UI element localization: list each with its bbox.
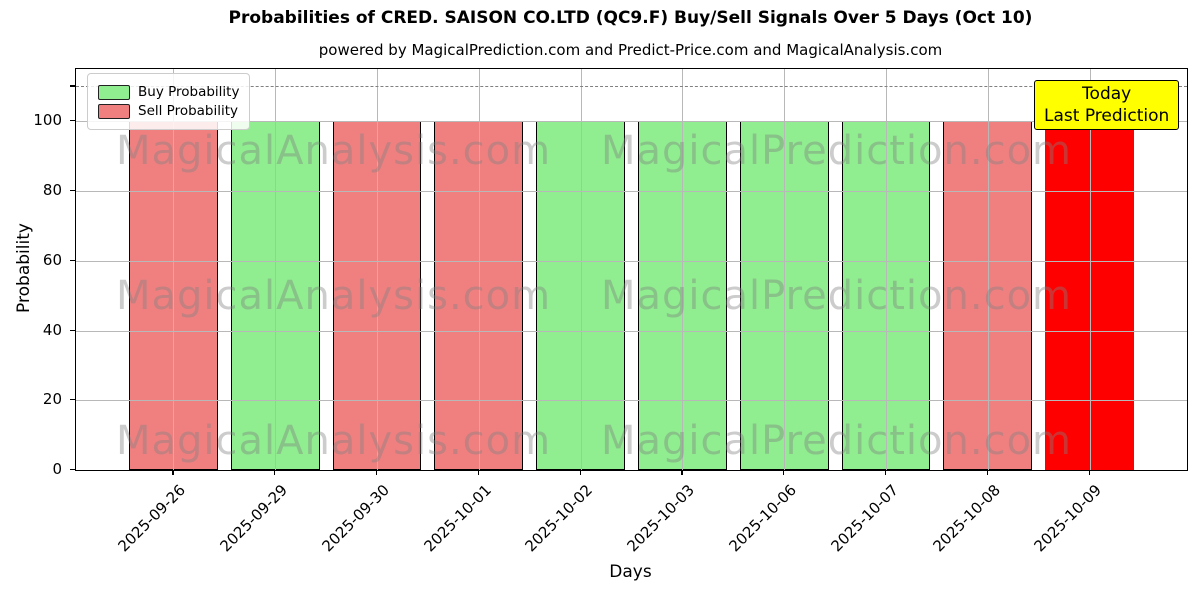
chart-subtitle: powered by MagicalPrediction.com and Pre… xyxy=(318,41,943,59)
legend-swatch-sell xyxy=(98,103,130,119)
gridline-horizontal-60 xyxy=(76,260,1187,262)
gridline-horizontal-40 xyxy=(76,330,1187,332)
y-tick-label-20: 20 xyxy=(42,390,62,409)
y-tick-mark-100 xyxy=(70,120,75,122)
y-tick-mark-0 xyxy=(70,469,75,471)
legend: Buy Probability Sell Probability xyxy=(87,73,251,130)
x-tick-mark-2025-10-01 xyxy=(477,470,479,475)
bar-2025-10-09 xyxy=(1045,121,1134,470)
gridline-vertical-2025-10-06 xyxy=(784,69,786,470)
gridline-vertical-2025-09-29 xyxy=(275,69,277,470)
x-tick-mark-2025-10-06 xyxy=(783,470,785,475)
x-tick-label-text: 2025-09-30 xyxy=(318,481,393,556)
legend-label-buy: Buy Probability xyxy=(138,84,240,100)
bar-2025-09-30 xyxy=(332,121,422,470)
x-tick-mark-2025-10-07 xyxy=(885,470,887,475)
y-tick-label-100: 100 xyxy=(33,111,62,130)
annotation-line-2: Last Prediction xyxy=(1044,106,1170,127)
y-tick-mark-110 xyxy=(70,85,75,87)
legend-entry-buy: Buy Probability xyxy=(98,84,239,100)
bar-2025-10-01 xyxy=(434,121,524,470)
x-tick-label-text: 2025-10-07 xyxy=(827,481,902,556)
x-tick-label-text: 2025-10-02 xyxy=(521,481,597,556)
x-tick-label-text: 2025-10-06 xyxy=(725,481,800,556)
y-tick-label-0: 0 xyxy=(52,460,62,478)
gridline-vertical-2025-10-03 xyxy=(682,69,684,470)
y-tick-mark-80 xyxy=(70,190,75,192)
x-tick-label-text: 2025-10-08 xyxy=(929,481,1004,556)
y-tick-mark-20 xyxy=(70,399,75,401)
x-tick-mark-2025-09-29 xyxy=(274,470,276,475)
x-tick-label-text: 2025-09-29 xyxy=(216,481,291,556)
gridline-vertical-2025-09-30 xyxy=(377,69,378,470)
x-tick-mark-2025-09-30 xyxy=(376,470,378,475)
y-tick-mark-40 xyxy=(70,329,75,331)
x-tick-mark-2025-10-02 xyxy=(579,470,581,475)
today-annotation-box: Today Last Prediction xyxy=(1034,80,1180,131)
gridline-vertical-2025-09-26 xyxy=(173,69,175,470)
legend-entry-sell: Sell Probability xyxy=(98,103,239,119)
gridline-horizontal-100 xyxy=(76,121,1187,123)
y-tick-label-40: 40 xyxy=(42,320,62,339)
gridline-vertical-2025-10-01 xyxy=(478,69,480,470)
gridline-horizontal-20 xyxy=(76,400,1187,402)
threshold-dashed-line xyxy=(76,86,1187,88)
x-tick-mark-2025-10-09 xyxy=(1088,470,1090,475)
x-tick-mark-2025-09-26 xyxy=(172,470,174,475)
x-axis-label: Days xyxy=(609,562,652,582)
gridline-vertical-2025-10-08 xyxy=(987,69,989,470)
gridline-vertical-2025-10-09 xyxy=(1089,69,1091,470)
chart-title: Probabilities of CRED. SAISON CO.LTD (QC… xyxy=(228,8,1033,28)
x-tick-label-text: 2025-10-09 xyxy=(1030,481,1106,556)
bar-2025-10-02 xyxy=(536,121,625,470)
x-tick-mark-2025-10-08 xyxy=(986,470,988,475)
gridline-vertical-2025-10-02 xyxy=(580,69,582,470)
legend-swatch-buy xyxy=(98,84,130,100)
gridline-horizontal-80 xyxy=(76,191,1187,193)
gridline-vertical-2025-10-07 xyxy=(886,69,887,470)
annotation-line-1: Today xyxy=(1082,84,1132,104)
bar-2025-10-07 xyxy=(841,121,931,470)
x-tick-mark-2025-10-03 xyxy=(681,470,683,475)
y-tick-label-60: 60 xyxy=(42,250,62,269)
legend-label-sell: Sell Probability xyxy=(138,103,239,119)
plot-area: Buy Probability Sell Probability Today L… xyxy=(75,68,1188,471)
x-tick-label-text: 2025-10-01 xyxy=(420,481,495,556)
x-tick-label-text: 2025-10-03 xyxy=(623,481,699,556)
y-tick-label-80: 80 xyxy=(42,181,62,200)
x-tick-label-text: 2025-09-26 xyxy=(114,481,190,556)
y-tick-mark-60 xyxy=(70,259,75,261)
